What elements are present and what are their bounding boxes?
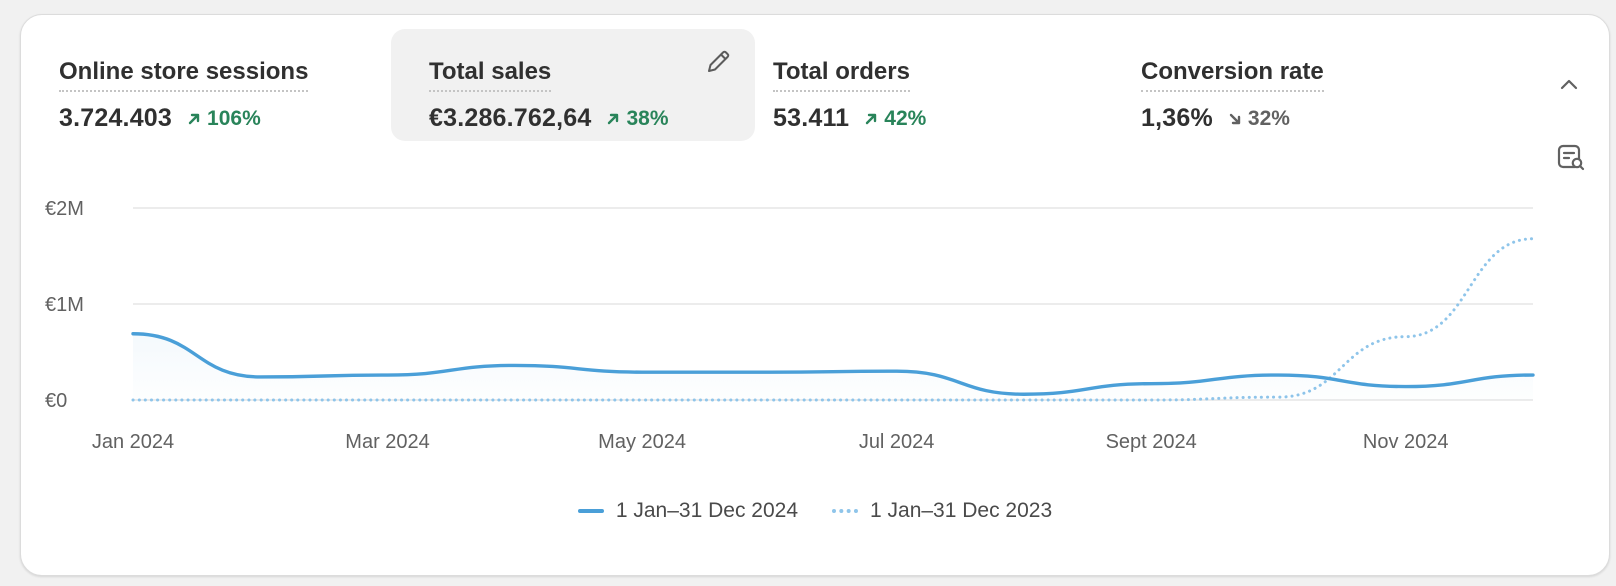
y-tick-label: €2M — [45, 198, 84, 220]
metric-title: Conversion rate — [1141, 58, 1324, 92]
x-tick-label: May 2024 — [598, 431, 686, 453]
metric-value: 53.411 — [773, 104, 850, 132]
arrow-up-right-icon — [605, 111, 621, 127]
arrow-up-right-icon — [863, 111, 879, 127]
y-tick-label: €1M — [45, 294, 84, 316]
series-line-current — [131, 332, 1535, 396]
legend-swatch-dotted — [832, 509, 858, 513]
metric-delta: 42% — [863, 107, 926, 131]
legend-label: 1 Jan–31 Dec 2023 — [870, 499, 1053, 522]
metric-value: 3.724.403 — [59, 104, 173, 132]
x-tick-label: Jan 2024 — [92, 431, 174, 453]
sales-overview-card: Online store sessions 3.724.403 106% Tot… — [20, 14, 1610, 576]
pencil-icon — [704, 48, 732, 81]
metric-delta: 32% — [1227, 107, 1290, 131]
metric-total-sales[interactable]: Total sales €3.286.762,64 38% — [391, 29, 755, 141]
metric-total-orders[interactable]: Total orders 53.411 42% — [735, 29, 1099, 141]
chart-legend: 1 Jan–31 Dec 2024 1 Jan–31 Dec 2023 — [21, 499, 1609, 523]
metric-delta-value: 106% — [207, 106, 261, 130]
legend-item-previous[interactable]: 1 Jan–31 Dec 2023 — [832, 499, 1052, 523]
edit-metric-button[interactable] — [701, 47, 735, 81]
x-tick-label: Mar 2024 — [345, 431, 430, 453]
metric-delta-value: 38% — [626, 106, 669, 130]
collapse-metrics-button[interactable] — [1549, 67, 1589, 107]
chevron-up-icon — [1557, 73, 1581, 102]
metric-value: 1,36% — [1141, 104, 1213, 132]
metric-value: €3.286.762,64 — [429, 104, 592, 132]
metric-title: Total sales — [429, 58, 552, 92]
x-tick-label: Sept 2024 — [1106, 431, 1197, 453]
arrow-up-right-icon — [186, 111, 202, 127]
x-tick-label: Nov 2024 — [1363, 431, 1449, 453]
metric-delta: 106% — [186, 107, 261, 131]
view-report-button[interactable] — [1551, 139, 1591, 179]
metric-delta: 38% — [605, 106, 669, 131]
metric-delta-value: 32% — [1247, 106, 1290, 130]
report-search-icon — [1556, 142, 1586, 177]
metric-conversion-rate[interactable]: Conversion rate 1,36% 32% — [1103, 29, 1467, 141]
x-tick-label: Jul 2024 — [859, 431, 935, 453]
metric-delta-value: 42% — [884, 106, 927, 130]
series-area-current — [133, 333, 1533, 400]
metric-online-store-sessions[interactable]: Online store sessions 3.724.403 106% — [21, 29, 385, 141]
legend-swatch-solid — [577, 509, 604, 513]
legend-item-current[interactable]: 1 Jan–31 Dec 2024 — [577, 499, 798, 523]
y-tick-label: €0 — [45, 390, 67, 412]
metric-title: Total orders — [773, 58, 910, 92]
metric-title: Online store sessions — [59, 58, 309, 92]
arrow-down-right-icon — [1227, 111, 1243, 127]
legend-label: 1 Jan–31 Dec 2024 — [615, 499, 798, 522]
series-line-previous — [131, 237, 1535, 402]
